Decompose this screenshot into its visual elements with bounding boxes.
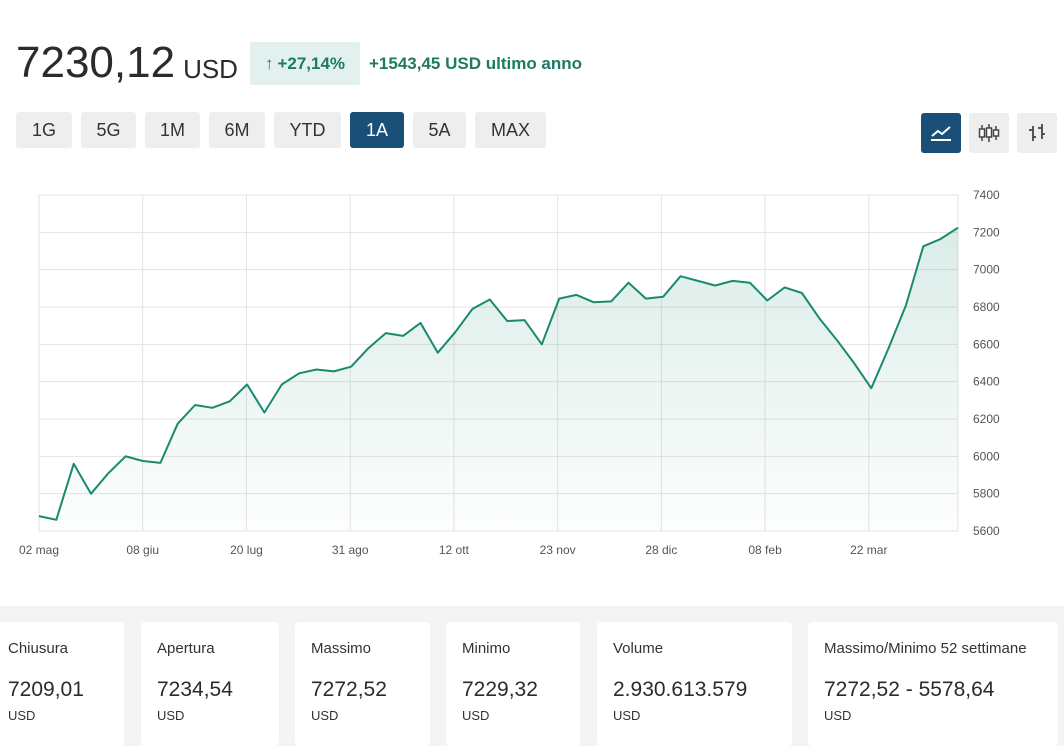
change-amount: +1543,45 USD ultimo anno [369, 54, 583, 73]
line-view-button[interactable] [921, 113, 961, 153]
change-badge: ↑ +27,14% [250, 42, 360, 85]
stat-value: 7272,52 [311, 678, 387, 701]
y-tick-label: 6000 [973, 449, 1000, 463]
stat-card-52-week-range: Massimo/Minimo 52 settimane 7272,52 - 55… [808, 622, 1058, 746]
stat-unit: USD [824, 708, 852, 723]
y-tick-label: 7400 [973, 188, 1000, 202]
stat-unit: USD [8, 708, 36, 723]
stat-card-low: Minimo 7229,32 USD [446, 622, 580, 746]
candlestick-icon [978, 124, 1000, 142]
price-area [39, 227, 958, 531]
y-tick-label: 5600 [973, 524, 1000, 538]
current-price: 7230,12 [16, 38, 176, 87]
stat-unit: USD [311, 708, 339, 723]
range-ytd-button[interactable]: YTD [274, 112, 341, 148]
x-tick-label: 20 lug [230, 543, 263, 557]
y-tick-label: 6200 [973, 412, 1000, 426]
stat-value: 7229,32 [462, 678, 538, 701]
y-tick-label: 6400 [973, 375, 1000, 389]
arrow-up-icon: ↑ [264, 53, 274, 73]
stat-card-close: Chiusura 7209,01 USD [0, 622, 124, 746]
stat-card-volume: Volume 2.930.613.579 USD [597, 622, 792, 746]
change-percent: +27,14% [277, 53, 346, 73]
stat-value: 7209,01 [8, 678, 84, 701]
stat-card-open: Apertura 7234,54 USD [141, 622, 279, 746]
line-chart-icon [931, 126, 951, 141]
price-line [38, 226, 959, 521]
ohlc-bars-icon [1029, 124, 1045, 141]
range-5a-button[interactable]: 5A [413, 112, 466, 148]
x-tick-label: 31 ago [332, 543, 369, 557]
range-1m-button[interactable]: 1M [145, 112, 200, 148]
stat-value: 7234,54 [157, 678, 233, 701]
stat-value: 2.930.613.579 [613, 678, 748, 701]
price-chart[interactable]: 02 mag 08 giu 20 lug 31 ago 12 ott 23 nov 28 d… [0, 180, 1064, 560]
range-1g-button[interactable]: 1G [16, 112, 72, 148]
stat-value: 7272,52 - 5578,64 [824, 678, 995, 701]
price-currency: USD [183, 53, 238, 84]
y-tick-label: 6600 [973, 337, 1000, 351]
range-max-button[interactable]: MAX [475, 112, 546, 148]
range-6m-button[interactable]: 6M [209, 112, 265, 148]
stat-unit: USD [157, 708, 185, 723]
stat-card-high: Massimo 7272,52 USD [295, 622, 430, 746]
y-tick-label: 6800 [973, 300, 1000, 314]
y-tick-label: 7200 [973, 225, 1000, 239]
x-tick-label: 28 dic [645, 543, 677, 557]
y-tick-label: 7000 [973, 263, 1000, 277]
stat-label: Massimo/Minimo 52 settimane [824, 640, 1027, 657]
stat-unit: USD [462, 708, 490, 723]
range-1a-button[interactable]: 1A [350, 112, 404, 148]
price-header: 7230,12 USD [16, 38, 238, 88]
range-5g-button[interactable]: 5G [81, 112, 136, 148]
stat-unit: USD [613, 708, 641, 723]
x-tick-label: 02 mag [19, 543, 59, 557]
x-tick-label: 08 giu [126, 543, 159, 557]
x-tick-label: 08 feb [748, 543, 782, 557]
stat-label: Apertura [157, 640, 215, 657]
x-tick-label: 12 ott [439, 543, 470, 557]
stat-label: Chiusura [8, 640, 69, 657]
stat-label: Minimo [462, 640, 511, 657]
x-tick-label: 22 mar [850, 543, 887, 557]
x-tick-label: 23 nov [540, 543, 576, 557]
range-selector: 1G 5G 1M 6M YTD 1A 5A MAX [16, 112, 555, 148]
y-tick-label: 5800 [973, 487, 1000, 501]
candlestick-view-button[interactable] [969, 113, 1009, 153]
stat-label: Volume [613, 640, 664, 657]
stat-label: Massimo [311, 640, 372, 657]
ohlc-view-button[interactable] [1017, 113, 1057, 153]
